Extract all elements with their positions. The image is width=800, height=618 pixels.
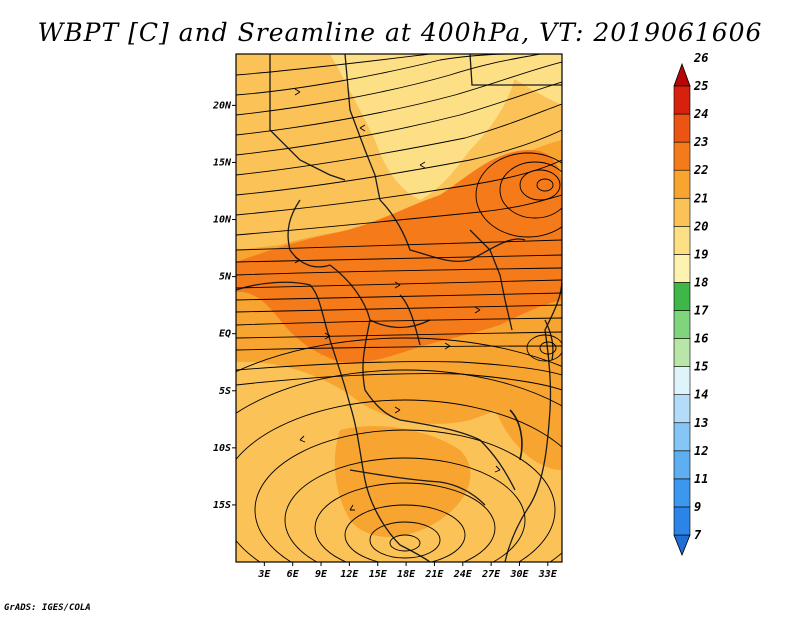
- wbpt-21-region-southeast: [480, 348, 562, 470]
- colorbar: 7 9 11 12 13 14 15 16 17 18 19 20 21 22 23 24 25 26: [673, 51, 709, 557]
- colorbar-label: 23: [693, 135, 708, 149]
- lon-label: 21E: [424, 569, 444, 580]
- colorbar-segment: [673, 310, 691, 339]
- colorbar-segment: [673, 478, 691, 508]
- colorbar-label: 25: [693, 79, 708, 93]
- colorbar-segment: [673, 394, 691, 424]
- grads-credit: GrADS: IGES/COLA: [4, 603, 91, 613]
- colorbar-label: 7: [694, 528, 702, 542]
- wbpt-19-region-north: [330, 54, 520, 200]
- colorbar-label: 17: [694, 304, 709, 318]
- colorbar-segment: [673, 506, 691, 536]
- colorbar-label: 16: [694, 332, 708, 346]
- latitude-axis: 20N 15N 10N 5N EQ 5S 10S 15S: [212, 100, 236, 511]
- colorbar-label: 26: [693, 51, 708, 65]
- colorbar-segment: [673, 422, 691, 452]
- lon-label: 24E: [453, 569, 473, 580]
- colorbar-segment: [673, 282, 691, 311]
- colorbar-label: 11: [694, 472, 708, 486]
- coastlines-borders: [236, 54, 562, 562]
- longitude-axis: 3E 6E 9E 12E 15E 18E 21E 24E 27E 30E 33E: [257, 562, 558, 580]
- colorbar-lower-triangle: [673, 534, 691, 557]
- wbpt-23-band: [236, 150, 562, 363]
- colorbar-label: 22: [693, 163, 708, 177]
- colorbar-segment: [673, 197, 691, 227]
- colorbar-label: 12: [694, 444, 708, 458]
- lat-label: 5N: [219, 272, 232, 283]
- colorbar-segment: [673, 169, 691, 199]
- colorbar-segment: [673, 254, 691, 283]
- colorbar-segment: [673, 338, 691, 367]
- lon-label: 3E: [257, 569, 271, 580]
- colorbar-segment: [673, 450, 691, 480]
- colorbar-label: 15: [694, 360, 708, 374]
- lat-label: 5S: [219, 386, 231, 397]
- colorbar-label: 18: [694, 275, 708, 289]
- lat-label: 15N: [213, 157, 232, 168]
- lon-label: 15E: [369, 569, 388, 580]
- lon-label: 12E: [340, 569, 359, 580]
- chart-title: WBPT [C] and Sreamline at 400hPa, VT: 20…: [37, 18, 763, 47]
- lat-label: EQ: [219, 329, 231, 340]
- colorbar-segment: [673, 85, 691, 115]
- colorbar-label: 21: [693, 191, 708, 205]
- colorbar-segment: [673, 113, 691, 143]
- lon-label: 27E: [481, 569, 501, 580]
- lon-label: 33E: [538, 569, 558, 580]
- lat-label: 15S: [213, 500, 231, 511]
- colorbar-segment: [673, 366, 691, 395]
- streamline-arrows: [294, 88, 501, 511]
- wbpt-19-region-northeast: [470, 54, 562, 105]
- lon-label: 18E: [397, 569, 416, 580]
- lon-label: 6E: [287, 569, 300, 580]
- colorbar-label: 14: [694, 388, 708, 402]
- streamlines: [236, 54, 562, 562]
- lat-label: 10N: [213, 215, 232, 226]
- colorbar-label: 24: [693, 107, 708, 121]
- colorbar-segment: [673, 226, 691, 255]
- colorbar-label: 19: [694, 247, 708, 261]
- colorbar-upper-triangle: [673, 62, 691, 87]
- lon-label: 9E: [315, 569, 328, 580]
- lat-label: 10S: [213, 443, 231, 454]
- map-frame: [235, 53, 563, 563]
- lon-label: 30E: [509, 569, 529, 580]
- map-panel: [236, 54, 562, 562]
- colorbar-label: 9: [694, 500, 701, 514]
- colorbar-label: 20: [693, 219, 708, 233]
- colorbar-label: 13: [694, 416, 708, 430]
- lat-label: 20N: [212, 100, 232, 111]
- colorbar-segment: [673, 141, 691, 171]
